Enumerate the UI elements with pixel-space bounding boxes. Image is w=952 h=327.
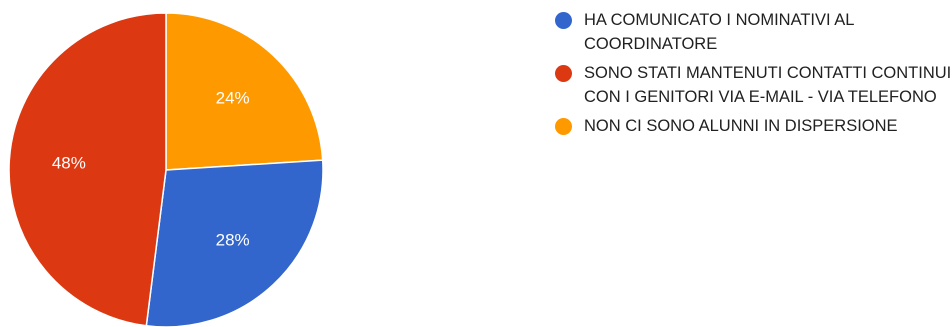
chart-legend: HA COMUNICATO I NOMINATIVI AL COORDINATO… xyxy=(555,8,952,143)
legend-item[interactable]: NON CI SONO ALUNNI IN DISPERSIONE xyxy=(555,114,952,138)
pie-slice-contatti[interactable] xyxy=(8,12,167,327)
legend-swatch-icon xyxy=(555,118,572,135)
pie-labels: 24% 28% 48% xyxy=(52,89,250,250)
pie-slice-nessuna-dispersione-label: 24% xyxy=(216,89,250,108)
pie-slice-nessuna-dispersione[interactable] xyxy=(165,12,324,171)
legend-label: NON CI SONO ALUNNI IN DISPERSIONE xyxy=(584,117,898,135)
legend-swatch-icon xyxy=(555,12,572,29)
legend-item[interactable]: SONO STATI MANTENUTI CONTATTI CONTINUI C… xyxy=(555,61,952,109)
legend-swatch-icon xyxy=(555,65,572,82)
legend-label: HA COMUNICATO I NOMINATIVI AL COORDINATO… xyxy=(584,11,854,53)
pie-slice-nominativi[interactable] xyxy=(145,159,324,327)
legend-item[interactable]: HA COMUNICATO I NOMINATIVI AL COORDINATO… xyxy=(555,8,952,56)
pie-slices xyxy=(8,12,324,327)
pie-chart: 24% 28% 48% xyxy=(8,12,324,327)
pie-slice-contatti-label: 48% xyxy=(52,153,86,172)
pie-slice-nominativi-label: 28% xyxy=(216,230,250,249)
legend-label: SONO STATI MANTENUTI CONTATTI CONTINUI C… xyxy=(584,64,952,106)
